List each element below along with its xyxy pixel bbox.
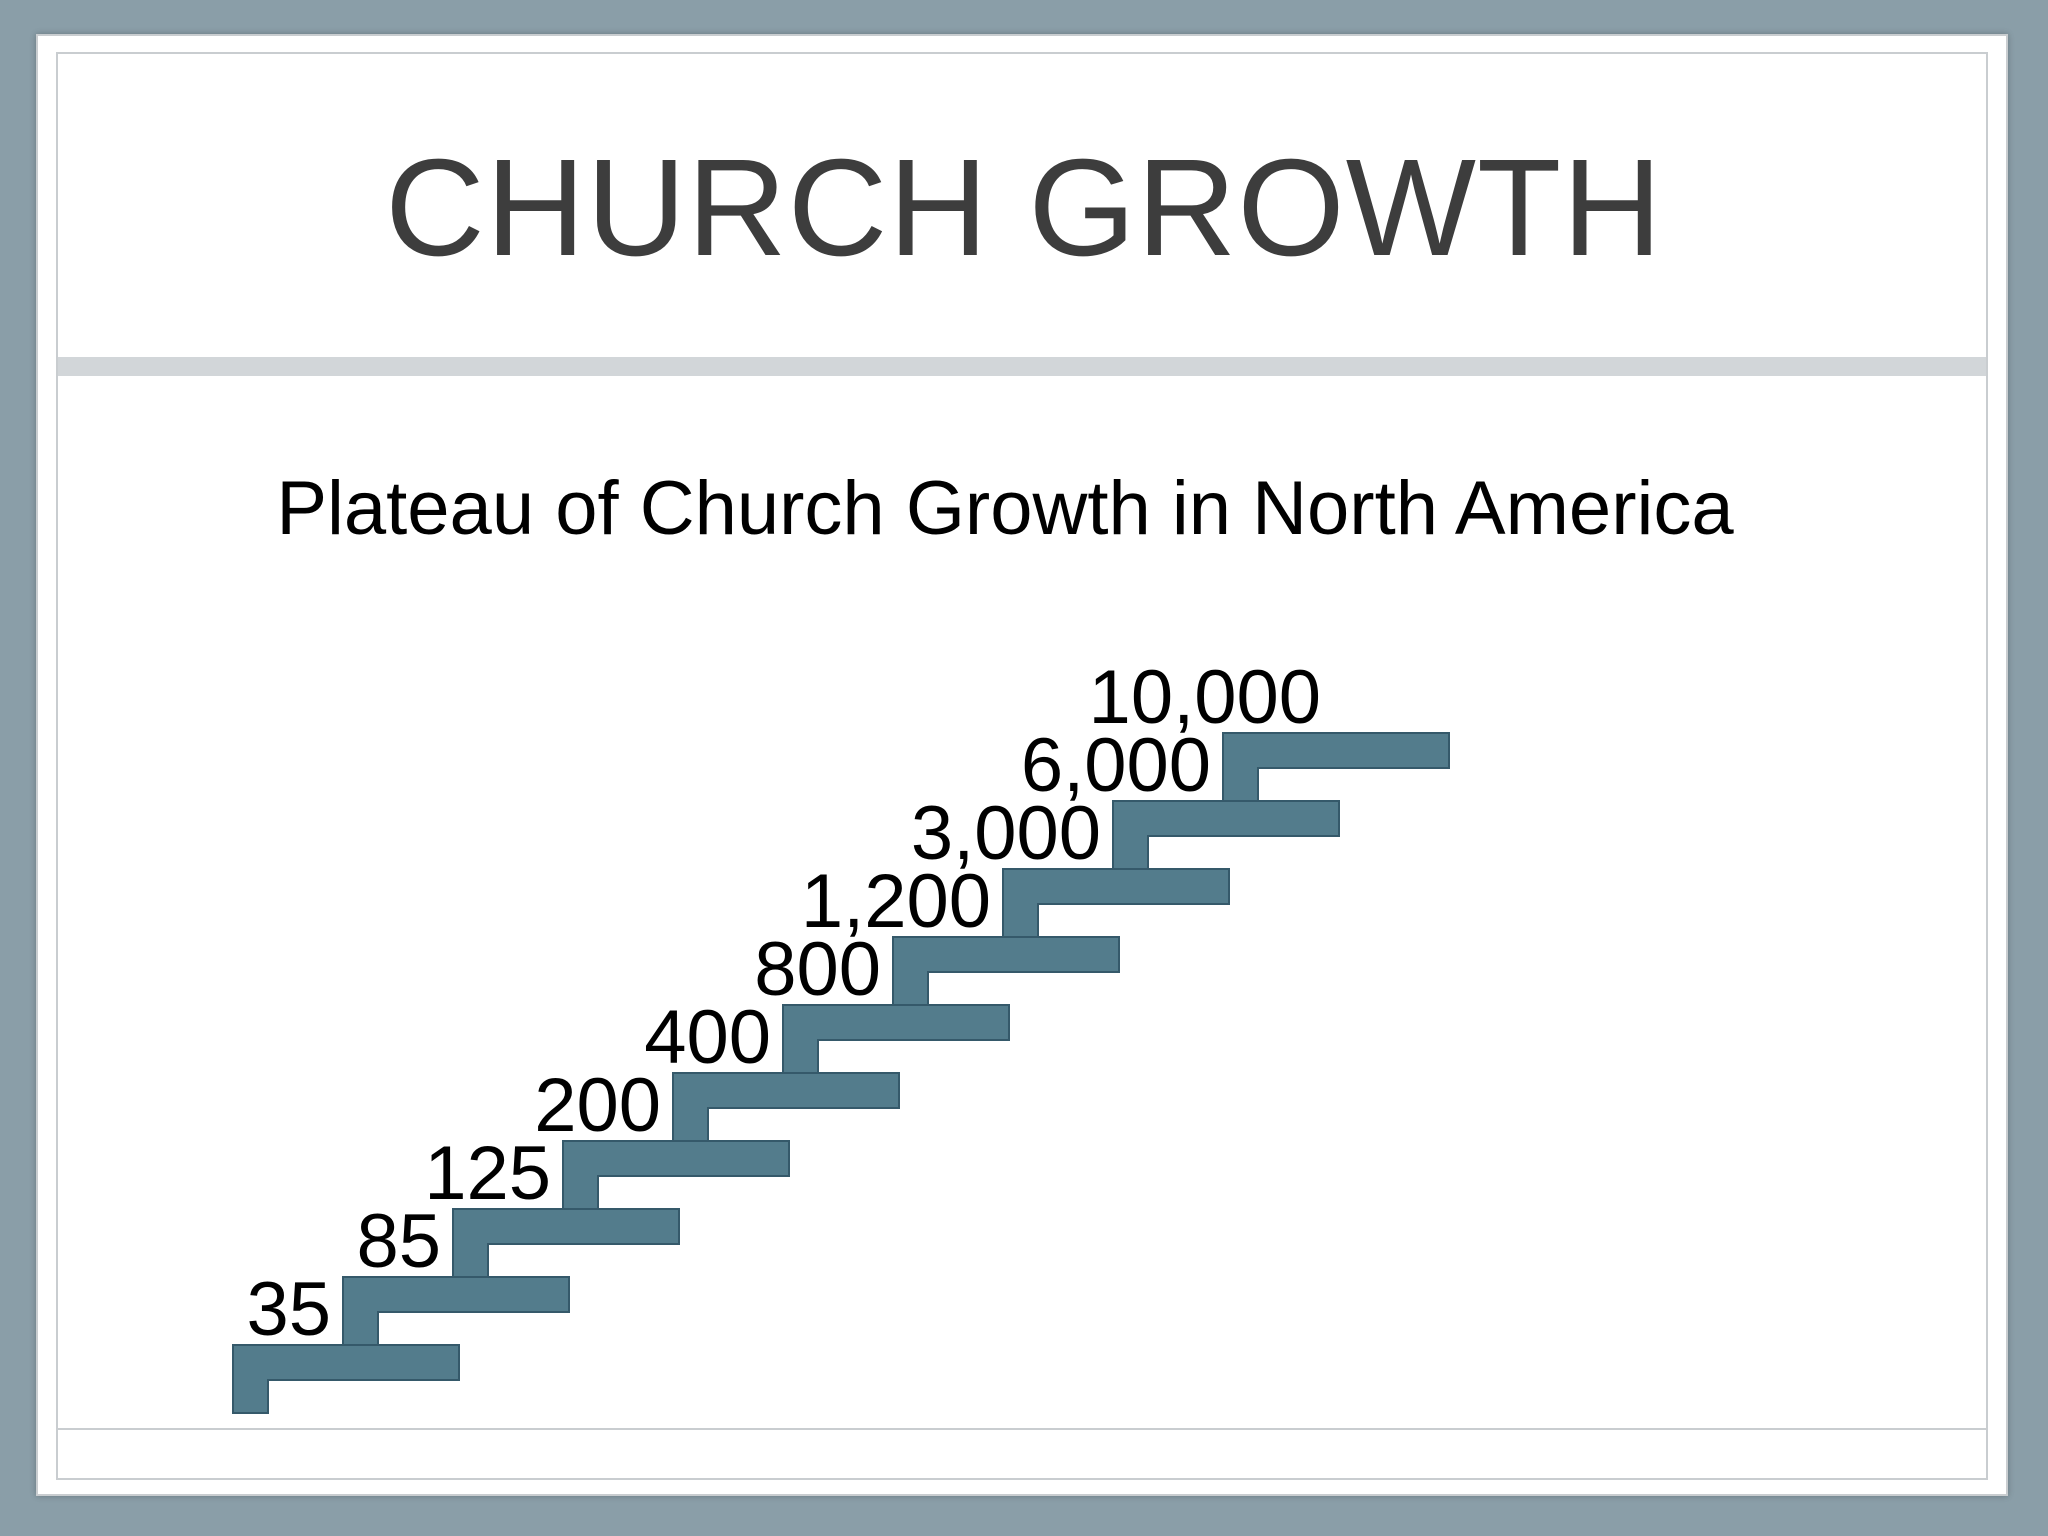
- slide-frame: [36, 34, 2008, 1496]
- step-block: [1112, 800, 1340, 870]
- step-label: 85: [356, 1199, 441, 1284]
- step-label: 3,000: [911, 791, 1101, 876]
- step-block: [892, 936, 1120, 1006]
- step-label: 10,000: [1089, 655, 1321, 740]
- step-label: 1,200: [801, 859, 991, 944]
- step-block: [1002, 868, 1230, 938]
- step-block: [452, 1208, 680, 1278]
- step-label: 35: [246, 1267, 331, 1352]
- step-block: [1222, 732, 1450, 802]
- slide-subtitle: Plateau of Church Growth in North Americ…: [276, 466, 1734, 551]
- step-block: [232, 1344, 460, 1414]
- step-block: [672, 1072, 900, 1142]
- slide-title: CHURCH GROWTH: [385, 131, 1663, 285]
- footer-line: [58, 1428, 1986, 1430]
- title-divider: [58, 357, 1986, 376]
- step-label: 6,000: [1021, 723, 1211, 808]
- slide-inner-border: [56, 52, 1988, 1480]
- step-label: 800: [754, 927, 881, 1012]
- step-block: [782, 1004, 1010, 1074]
- step-block: [562, 1140, 790, 1210]
- step-label: 400: [644, 995, 771, 1080]
- step-label: 200: [534, 1063, 661, 1148]
- step-block: [342, 1276, 570, 1346]
- step-label: 125: [424, 1131, 551, 1216]
